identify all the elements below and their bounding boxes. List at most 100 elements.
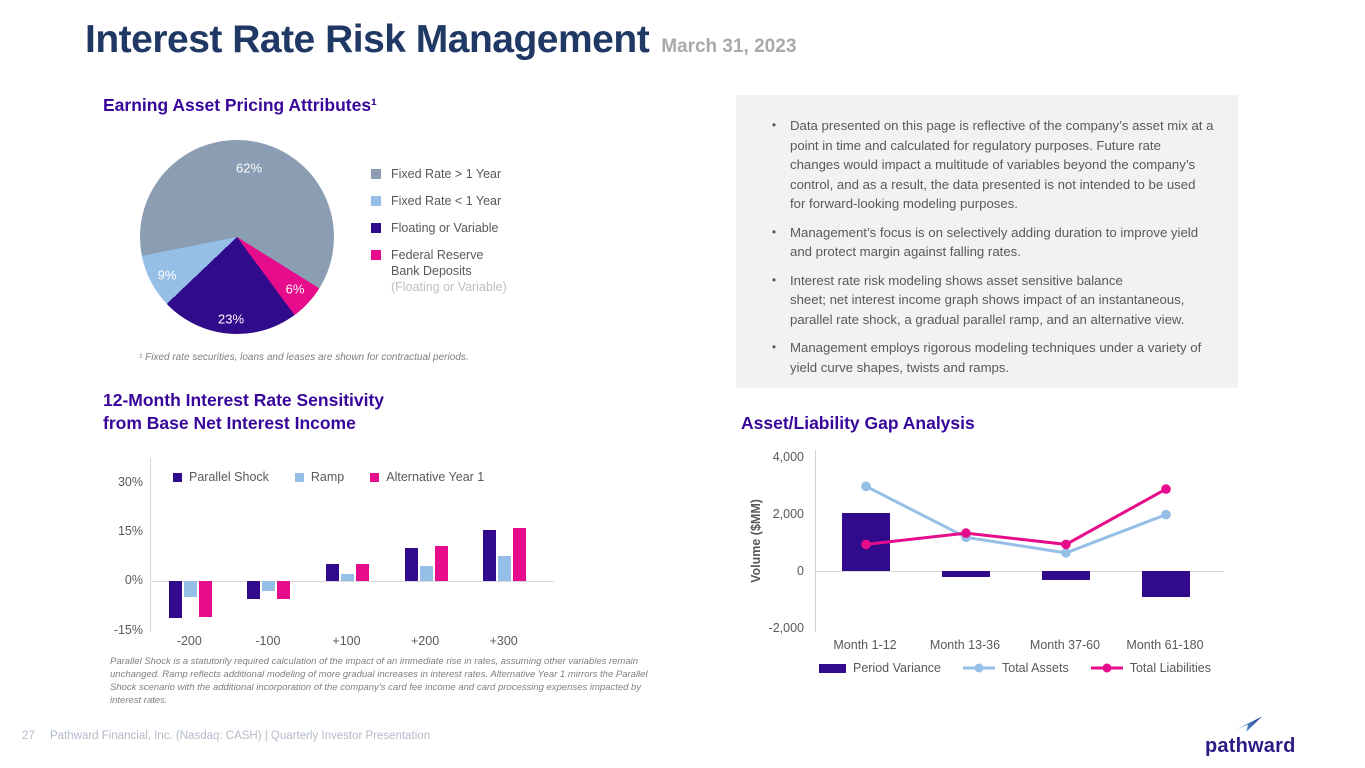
page-date: March 31, 2023: [661, 36, 797, 57]
bar-parallel-shock: [483, 529, 497, 581]
y-tick-label: -15%: [113, 622, 143, 637]
sensitivity-heading-line1: 12-Month Interest Rate Sensitivity: [103, 390, 385, 410]
bullet-text: Data presented on this page is reflectiv…: [790, 118, 1218, 211]
gap-y-axis-title: Volume ($MM): [748, 450, 766, 632]
gap-x-axis: Month 1-12 Month 13-36 Month 37-60 Month 61…: [815, 638, 1215, 652]
legend-swatch-icon: [371, 223, 381, 233]
sensitivity-chart-plot: Parallel Shock Ramp Alternative Year 1 30%…: [114, 458, 554, 637]
notes-list: • Data presented on this page is reflecti…: [758, 116, 1214, 377]
total-assets-marker-icon: [1161, 509, 1171, 520]
bullet-text: Interest rate risk modeling shows asset …: [790, 272, 1185, 327]
total-assets-marker-icon: [1061, 548, 1071, 558]
bar-ramp: [498, 556, 512, 581]
bar-parallel-shock: [326, 564, 339, 581]
bar-alternative-year-1: [277, 580, 291, 599]
legend-swatch-icon: [173, 472, 182, 482]
page-number: 27: [22, 730, 35, 742]
bullet-dot: •: [771, 340, 777, 354]
legend-item: Alternative Year 1: [370, 470, 484, 484]
legend-swatch-icon: [371, 196, 381, 206]
legend-item: Period Variance: [818, 661, 941, 675]
x-category-label: +100: [332, 634, 361, 648]
legend-swatch-icon: [818, 663, 846, 673]
gap-legend: Period Variance Total Assets Total Liabili…: [800, 661, 1230, 675]
total-liabilities-marker-icon: [961, 528, 971, 538]
legend-item: Fixed Rate < 1 Year: [371, 193, 509, 209]
sensitivity-legend: Parallel Shock Ramp Alternative Year 1: [173, 470, 484, 484]
bar-period-variance: [842, 513, 890, 572]
y-tick-label: 15%: [117, 523, 143, 538]
bullet-dot: •: [771, 118, 777, 132]
y-tick-label: 0%: [124, 573, 143, 588]
legend-item: Ramp: [294, 470, 344, 484]
pie-legend: Fixed Rate > 1 Year Fixed Rate < 1 Year Fl…: [371, 166, 509, 295]
x-category-label: +200: [411, 634, 440, 648]
bullet-text: Management’s focus is on selectively add…: [790, 224, 1202, 260]
bar-alternative-year-1: [513, 528, 527, 581]
sensitivity-x-axis: -200 -100 +100 +200 +300: [150, 634, 543, 648]
pie-footnote: ¹ Fixed rate securities, loans and lease…: [139, 352, 469, 363]
y-tick-label: 2,000: [772, 507, 804, 522]
bar-alternative-year-1: [356, 564, 369, 581]
bar-period-variance: [1042, 571, 1090, 580]
total-assets-marker-icon: [961, 532, 971, 543]
bullet-item: • Management’s focus is on selectively ad…: [758, 223, 1214, 262]
bullet-text: Management employs rigorous modeling tec…: [790, 340, 1205, 375]
bar-ramp: [419, 565, 433, 581]
bar-parallel-shock: [247, 580, 261, 599]
legend-item: Total Liabilities: [1090, 661, 1211, 675]
y-tick-label: 30%: [117, 474, 143, 489]
bar-parallel-shock: [404, 547, 418, 581]
bar-period-variance: [1142, 571, 1190, 597]
legend-label: Floating or Variable: [391, 221, 499, 235]
footer-text: Pathward Financial, Inc. (Nasdaq: CASH) …: [50, 730, 431, 742]
total-assets-line: [865, 484, 1167, 555]
bullet-dot: •: [771, 224, 777, 239]
pie-data-label: 6%: [285, 281, 305, 297]
bar-parallel-shock: [168, 580, 182, 619]
legend-line-swatch-icon: [1090, 663, 1123, 673]
pathward-logo: pathward: [1205, 714, 1305, 758]
pie-data-label: 62%: [235, 160, 263, 176]
legend-item: Floating or Variable: [371, 220, 509, 236]
legend-label: Parallel Shock: [189, 470, 269, 484]
legend-line-swatch-icon: [963, 663, 995, 673]
sensitivity-footnote: Parallel Shock is a statutorily required…: [110, 656, 648, 706]
pie-data-label: 23%: [217, 311, 245, 327]
x-category-label: Month 37-60: [1029, 638, 1101, 652]
x-category-label: -200: [176, 634, 202, 648]
sensitivity-heading: 12-Month Interest Rate Sensitivity from …: [103, 389, 384, 435]
pie-chart: 62% 9% 23% 6%: [140, 140, 334, 334]
total-liabilities-marker-icon: [1161, 484, 1171, 494]
legend-item: Parallel Shock: [173, 470, 269, 484]
x-axis-zero-line: [816, 571, 1224, 573]
x-axis-zero-line: [151, 580, 554, 582]
bullet-dot: •: [771, 272, 777, 287]
legend-item: Fixed Rate > 1 Year: [371, 166, 509, 182]
legend-swatch-icon: [371, 169, 381, 179]
logo-wordmark: pathward: [1205, 735, 1296, 757]
legend-label: Alternative Year 1: [386, 470, 485, 484]
legend-label-wrap: Federal Reserve Bank Deposits (Floating o…: [391, 247, 509, 295]
legend-item: Federal Reserve Bank Deposits (Floating o…: [371, 247, 509, 295]
legend-swatch-icon: [371, 250, 381, 260]
x-category-label: Month 61-180: [1126, 638, 1204, 652]
total-liabilities-line: [865, 487, 1167, 546]
x-category-label: +300: [489, 634, 518, 648]
bullet-item: • Interest rate risk modeling shows asset…: [758, 271, 1214, 330]
legend-label-wrap: Fixed Rate < 1 Year: [391, 193, 501, 209]
pie-data-label: 9%: [157, 267, 177, 283]
gap-chart-plot: 4,000 2,000 0 -2,000: [769, 450, 1224, 635]
header: Interest Rate Risk Management March 31, 2…: [85, 18, 796, 62]
pie-section-heading: Earning Asset Pricing Attributes¹: [103, 95, 377, 115]
legend-item: Total Assets: [963, 661, 1069, 675]
logo-arrow-icon: [1236, 716, 1262, 732]
x-category-label: Month 13-36: [929, 638, 1001, 652]
notes-box: • Data presented on this page is reflecti…: [736, 95, 1238, 388]
x-category-label: -100: [255, 634, 281, 648]
page-title: Interest Rate Risk Management: [85, 18, 650, 61]
bar-ramp: [341, 574, 354, 581]
bar-alternative-year-1: [434, 546, 448, 581]
legend-label-wrap: Floating or Variable: [391, 220, 498, 236]
